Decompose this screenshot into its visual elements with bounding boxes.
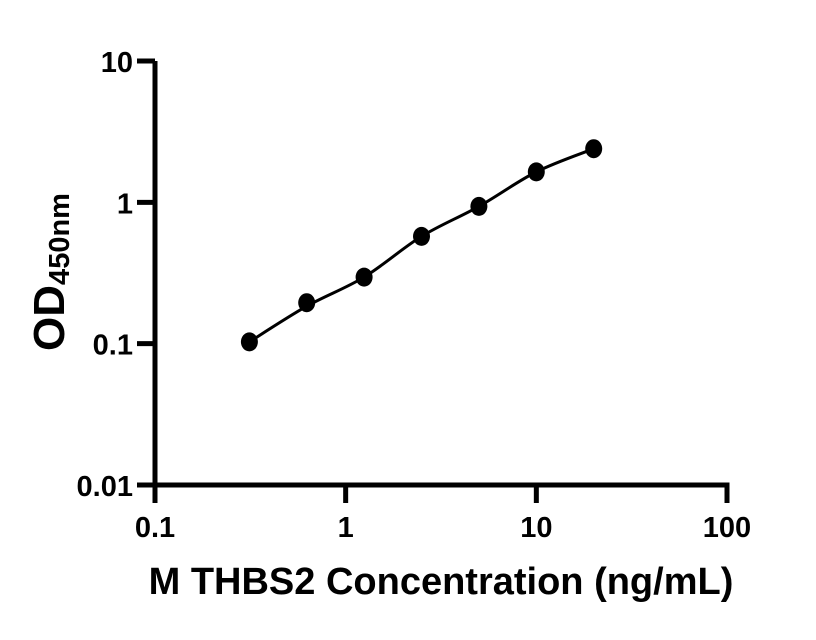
- y-tick-label: 0.1: [93, 330, 133, 362]
- data-point-marker: [298, 293, 316, 313]
- x-axis-title: M THBS2 Concentration (ng/mL): [149, 561, 734, 603]
- data-point-marker: [527, 162, 545, 182]
- data-point-marker: [470, 196, 488, 216]
- y-tick-label: 1: [117, 188, 133, 220]
- x-tick-label: 0.1: [135, 512, 175, 544]
- data-point-marker: [585, 139, 603, 159]
- y-axis-title: OD450nm: [25, 193, 76, 351]
- data-point-marker: [413, 226, 430, 246]
- x-tick-label: 100: [703, 512, 751, 544]
- data-point-marker: [240, 332, 258, 352]
- axis-ticks: [137, 58, 730, 503]
- y-axis-title-main: OD: [25, 285, 74, 351]
- data-points: [240, 139, 603, 352]
- axes: [152, 61, 730, 488]
- y-tick-label: 0.01: [77, 471, 133, 503]
- y-tick-label: 10: [101, 47, 133, 79]
- x-tick-label: 10: [520, 512, 552, 544]
- x-tick-label: 1: [338, 512, 354, 544]
- y-axis-title-subscript: 450nm: [44, 193, 76, 285]
- data-point-marker: [355, 267, 373, 287]
